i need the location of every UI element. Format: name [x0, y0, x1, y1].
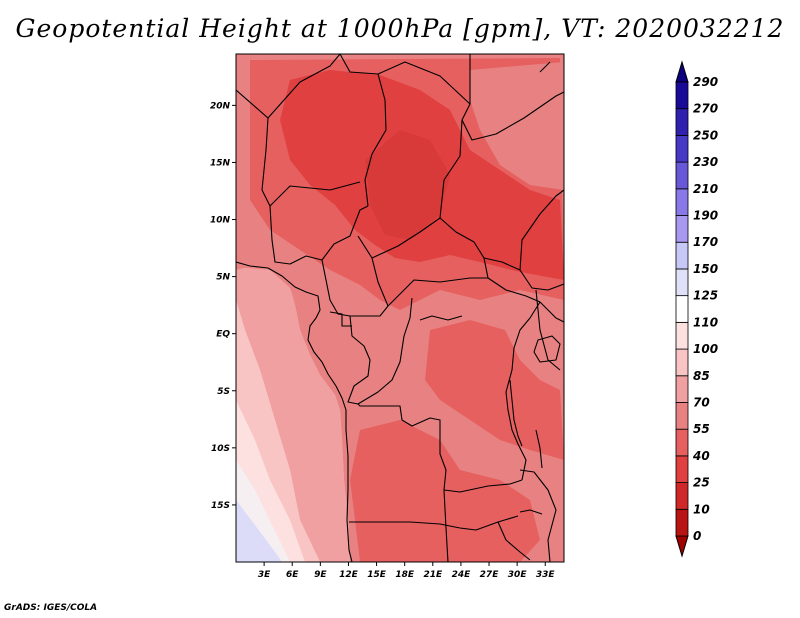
lat-tick-label: 10S [211, 444, 230, 454]
colorbar-label: 0 [693, 529, 701, 543]
colorbar-segment [675, 508, 689, 537]
border-mozambique [519, 469, 557, 562]
border-drc-east [505, 301, 541, 481]
colorbar-label: 100 [693, 342, 718, 356]
border-chad-sudan [439, 103, 471, 219]
colorbar-label: 170 [693, 235, 718, 249]
colorbar-segment [675, 535, 689, 558]
colorbar-segment [675, 268, 689, 297]
border-tanzania [539, 301, 564, 323]
lat-tick-label: 10N [210, 216, 231, 226]
lon-tick-label: 27E [480, 570, 500, 580]
colorbar-label: 55 [693, 422, 710, 436]
plot-frame [235, 53, 565, 563]
lon-tick-label: 6E [286, 570, 299, 580]
colorbar-label: 70 [693, 395, 710, 409]
coastline-west [236, 261, 353, 562]
border-angola [357, 403, 523, 493]
lat-tick-label: 15S [211, 501, 230, 511]
lake-victoria [533, 335, 561, 363]
lake-tanganyika [509, 379, 523, 447]
border-chad-car [371, 217, 489, 279]
border-sudan-east [461, 91, 564, 141]
border-south-sudan [519, 189, 564, 271]
border-cameroon [321, 235, 389, 317]
border-zim [497, 521, 531, 561]
lat-tick-label: 20N [210, 101, 231, 111]
colorbar-label: 150 [693, 262, 718, 276]
lon-tick-label: 12E [339, 570, 359, 580]
lon-axis: 3E 6E 9E 12E 15E 18E 21E 24E 27E 30E 33E [258, 562, 556, 580]
lon-tick-label: 21E [423, 570, 443, 580]
border-kenya [535, 289, 561, 371]
lon-tick-label: 18E [395, 570, 415, 580]
lon-tick-label: 33E [536, 570, 556, 580]
lat-tick-label: EQ [216, 330, 230, 340]
grads-credit: GrADS: IGES/COLA [4, 603, 98, 613]
colorbar-segment [675, 161, 689, 190]
colorbar-segment [675, 482, 689, 510]
border-car-drc [387, 277, 541, 307]
border-congo [347, 297, 413, 405]
colorbar-segment [675, 215, 689, 243]
lat-tick-label: 5S [217, 387, 230, 397]
country-borders [236, 54, 564, 562]
lon-tick-label: 3E [258, 570, 271, 580]
colorbar-segment [675, 60, 689, 83]
colorbar-label: 40 [692, 449, 710, 463]
lake-kariba [519, 509, 543, 515]
lon-tick-label: 9E [314, 570, 327, 580]
field-band-55b [425, 320, 564, 460]
colorbar-segment [675, 241, 689, 270]
lat-tick-label: 15N [210, 158, 231, 168]
field-band-55c [350, 420, 540, 562]
colorbar-label: 290 [693, 75, 718, 89]
lat-tick-label: 5N [216, 273, 230, 283]
colorbar-label: 210 [693, 182, 718, 196]
field-coast-85 [236, 268, 350, 562]
colorbar-label: 230 [693, 155, 718, 169]
border-zambia [443, 489, 449, 562]
colorbar-label: 250 [693, 128, 718, 142]
colorbar-segment [675, 81, 689, 110]
field-ocean-150 [236, 500, 282, 562]
colorbar-label: 270 [693, 102, 718, 116]
field-east-70 [470, 62, 564, 190]
colorbar-segment [675, 321, 689, 350]
lat-axis: 20N 15N 10N 5N EQ 5S 10S 15S [210, 101, 236, 511]
colorbar-label: 125 [693, 289, 718, 303]
lake-malawi [535, 429, 543, 469]
colorbar-label: 10 [693, 502, 710, 516]
height-field [236, 54, 564, 562]
colorbar-segment [675, 108, 689, 136]
colorbar: 0 10 25 40 55 70 85 100 110 125 150 170 190 210 230 250… [675, 60, 718, 558]
red-sea-coast [539, 61, 551, 73]
river-ubangi [419, 315, 463, 321]
colorbar-label: 190 [693, 209, 718, 223]
field-core-40b [365, 130, 450, 240]
border-nigeria [269, 205, 369, 265]
colorbar-segment [675, 402, 689, 430]
colorbar-segment [675, 135, 689, 163]
colorbar-label: 110 [693, 315, 718, 329]
border-sudan-south [483, 257, 564, 291]
border-libya-chad [364, 73, 387, 207]
border-north-1 [236, 54, 341, 119]
colorbar-segment [675, 348, 689, 377]
border-gabon [329, 311, 352, 327]
colorbar-segment [675, 375, 689, 403]
border-angola-south [349, 515, 519, 531]
chart-title: Geopotential Height at 1000hPa [gpm], VT… [15, 14, 785, 43]
colorbar-segment [675, 295, 689, 323]
colorbar-segment [675, 188, 689, 216]
lon-tick-label: 30E [508, 570, 528, 580]
lon-tick-label: 15E [367, 570, 387, 580]
colorbar-segment [675, 455, 689, 483]
colorbar-label: 25 [693, 476, 710, 490]
colorbar-segment [675, 428, 689, 457]
lon-tick-label: 24E [452, 570, 472, 580]
colorbar-label: 85 [693, 369, 710, 383]
